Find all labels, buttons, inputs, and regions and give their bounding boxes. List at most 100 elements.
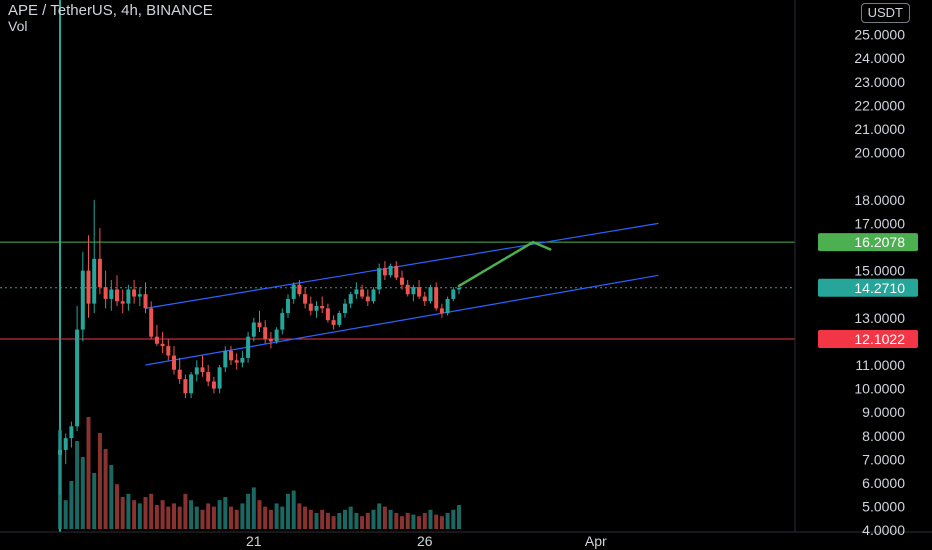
candlesticks — [58, 199, 461, 495]
volume-bar — [177, 506, 182, 529]
price-tick-label: 5.0000 — [862, 499, 905, 515]
price-tick-label: 7.0000 — [862, 451, 905, 467]
volume-label: Vol — [8, 18, 28, 34]
candle-body — [126, 289, 131, 304]
price-tick-label: 17.0000 — [854, 215, 905, 231]
candle-body — [69, 426, 74, 439]
candle-body — [337, 313, 342, 325]
volume-bar — [451, 509, 456, 529]
volume-bar — [280, 506, 285, 529]
candle-body — [200, 367, 205, 373]
last-price-text: 14.2710 — [854, 280, 905, 296]
candle-body — [120, 301, 125, 304]
price-tick-label: 25.0000 — [854, 27, 905, 43]
candle-body — [172, 355, 176, 370]
volume-bar — [400, 516, 404, 529]
candle-body — [223, 350, 228, 368]
volume-bar — [183, 493, 188, 529]
candle-body — [348, 294, 353, 304]
candle-body — [297, 284, 302, 295]
volume-bar — [160, 500, 165, 529]
volume-bar — [211, 506, 216, 529]
candle-body — [189, 374, 194, 394]
candle-body — [457, 287, 461, 290]
candle-body — [417, 287, 422, 297]
price-tick-label: 20.0000 — [854, 145, 905, 161]
candle-body — [109, 289, 114, 299]
price-tick-label: 9.0000 — [862, 404, 905, 420]
candle-body — [268, 339, 273, 342]
volume-bar — [194, 506, 199, 529]
candle-body — [371, 289, 376, 302]
volume-bar — [417, 516, 422, 529]
price-tick-label: 23.0000 — [854, 74, 905, 90]
candle-body — [103, 287, 108, 299]
volume-bar — [308, 509, 313, 529]
volume-bar — [115, 484, 119, 529]
volume-bar — [126, 493, 131, 529]
candle-body — [308, 303, 313, 311]
volume-bar — [411, 514, 416, 529]
support-price-text: 12.1022 — [854, 331, 905, 347]
volume-bar — [331, 516, 336, 529]
volume-bar — [251, 487, 256, 529]
time-tick-label: 21 — [246, 533, 262, 549]
candle-body — [206, 372, 211, 382]
candle-body — [229, 350, 233, 361]
price-tick-label: 10.0000 — [854, 381, 905, 397]
volume-bar — [320, 509, 325, 529]
candle-body — [422, 296, 427, 302]
ascending-channel[interactable] — [145, 222, 659, 366]
candle-body — [97, 258, 102, 288]
volume-bar — [86, 417, 91, 529]
volume-bar — [457, 505, 461, 529]
volume-bar — [303, 506, 308, 529]
projection-arrow[interactable] — [457, 240, 552, 288]
candle-body — [394, 265, 399, 278]
volume-bar — [97, 433, 102, 529]
time-axis[interactable]: 21 26 Apr — [246, 533, 607, 549]
volume-bar — [382, 506, 387, 529]
price-tick-label: 6.0000 — [862, 475, 905, 491]
volume-bar — [377, 503, 382, 529]
volume-bar — [172, 503, 176, 529]
candle-body — [439, 308, 444, 314]
candle-body — [143, 294, 148, 309]
candle-body — [246, 336, 251, 358]
volume-bar — [394, 513, 399, 529]
volume-bar — [286, 493, 290, 529]
price-axis[interactable]: 25.0000 24.0000 23.0000 22.0000 21.0000 20.00… — [854, 27, 905, 539]
resistance-price-badge — [818, 233, 918, 252]
volume-bar — [240, 503, 245, 529]
volume-bar — [348, 506, 353, 529]
candle-body — [411, 287, 416, 295]
currency-selector[interactable]: USDT — [860, 3, 910, 23]
volume-bar — [137, 503, 142, 529]
resistance-price-text: 16.2078 — [854, 234, 905, 250]
candle-body — [194, 367, 199, 375]
volume-bar — [234, 509, 239, 529]
price-tick-label: 8.0000 — [862, 428, 905, 444]
candle-body — [251, 322, 256, 337]
candle-body — [331, 320, 336, 325]
price-tick-label: 11.0000 — [855, 357, 905, 373]
volume-bar — [434, 514, 439, 529]
candle-body — [160, 343, 165, 347]
price-tick-label: 4.0000 — [862, 522, 905, 538]
candle-body — [434, 287, 439, 309]
volume-bar — [229, 506, 233, 529]
candle-body — [154, 336, 159, 344]
volume-bar — [166, 506, 171, 529]
support-price-badge — [818, 329, 918, 348]
time-tick-label: Apr — [585, 533, 607, 549]
candle-body — [428, 287, 433, 302]
volume-bar — [92, 473, 97, 529]
candle-body — [80, 270, 85, 330]
candle-body — [137, 294, 142, 297]
candle-body — [280, 313, 285, 330]
volume-bar — [257, 500, 262, 529]
candle-body — [354, 289, 359, 295]
volume-bar — [343, 509, 347, 529]
candle-body — [360, 289, 365, 297]
